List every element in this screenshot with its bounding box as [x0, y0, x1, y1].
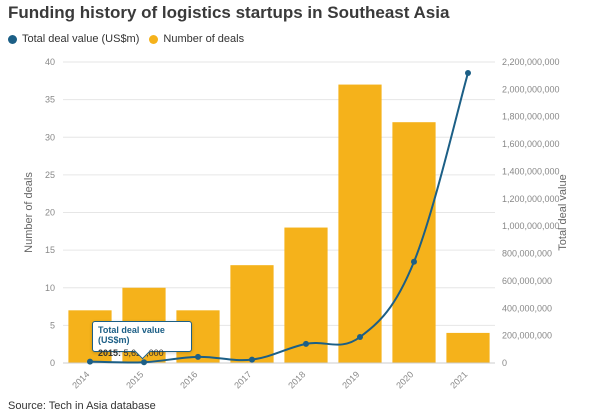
bar	[284, 227, 328, 363]
y2-tick-label: 600,000,000	[502, 276, 552, 286]
y2-axis-title: Total deal value	[557, 174, 569, 250]
bar	[230, 265, 274, 363]
y-tick-label: 10	[45, 283, 55, 293]
x-tick-label: 2016	[178, 369, 199, 390]
y2-tick-label: 1,600,000,000	[502, 139, 560, 149]
y-tick-label: 0	[50, 358, 55, 368]
source-note: Source: Tech in Asia database	[8, 400, 156, 412]
y-tick-label: 5	[50, 320, 55, 330]
y2-tick-label: 2,200,000,000	[502, 57, 560, 67]
y-tick-label: 20	[45, 208, 55, 218]
bar	[446, 332, 490, 363]
y-axis-title: Number of deals	[23, 172, 35, 253]
deal-value-point	[141, 359, 147, 366]
y2-tick-label: 200,000,000	[502, 331, 552, 341]
y-tick-label: 30	[45, 132, 55, 142]
x-tick-label: 2020	[394, 369, 415, 390]
x-tick-label: 2021	[448, 369, 469, 390]
y-tick-label: 15	[45, 245, 55, 255]
y-tick-label: 35	[45, 95, 55, 105]
legend-item-deal-value[interactable]: Total deal value (US$m)	[8, 33, 139, 45]
deal-value-point	[411, 258, 417, 265]
y2-tick-label: 1,200,000,000	[502, 194, 560, 204]
deal-value-point	[465, 69, 471, 76]
y-tick-label: 25	[45, 170, 55, 180]
bar-swatch	[149, 34, 159, 44]
y2-tick-label: 800,000,000	[502, 249, 552, 259]
chart-area: 0 5 10 15 20 25 30 35 40 0 200,000,000 400,000,000 6…	[23, 57, 569, 391]
tooltip-title: Total deal value (US$m)	[98, 325, 165, 345]
y-tick-label: 40	[45, 57, 55, 67]
legend-label-deal-value: Total deal value (US$m)	[22, 33, 140, 45]
bar	[392, 122, 436, 363]
bar	[338, 84, 382, 363]
legend: Total deal value (US$m) Number of deals	[8, 33, 244, 45]
deal-value-point	[249, 356, 255, 363]
x-tick-label: 2019	[340, 369, 361, 390]
tooltip-year: 2015:	[98, 348, 122, 358]
deal-value-point	[357, 334, 363, 341]
deal-value-point	[303, 340, 309, 347]
x-tick-label: 2018	[286, 369, 307, 390]
y2-tick-label: 1,400,000,000	[502, 166, 560, 176]
x-tick-label: 2015	[124, 369, 145, 390]
legend-item-deals[interactable]: Number of deals	[149, 33, 244, 45]
deal-value-point	[195, 353, 201, 360]
line-swatch	[8, 34, 17, 44]
legend-label-deals: Number of deals	[163, 33, 245, 45]
x-tick-label: 2017	[232, 369, 253, 390]
x-tick-label: 2014	[70, 369, 91, 390]
y2-tick-label: 0	[502, 358, 507, 368]
deal-value-point	[87, 358, 93, 365]
y2-tick-label: 2,000,000,000	[502, 84, 560, 94]
y2-tick-label: 1,800,000,000	[502, 112, 560, 122]
y2-tick-label: 1,000,000,000	[502, 221, 560, 231]
y2-tick-label: 400,000,000	[502, 303, 552, 313]
tooltip: Total deal value (US$m) 2015: 5,621,000	[92, 321, 192, 360]
chart-title: Funding history of logistics startups in…	[8, 3, 450, 22]
